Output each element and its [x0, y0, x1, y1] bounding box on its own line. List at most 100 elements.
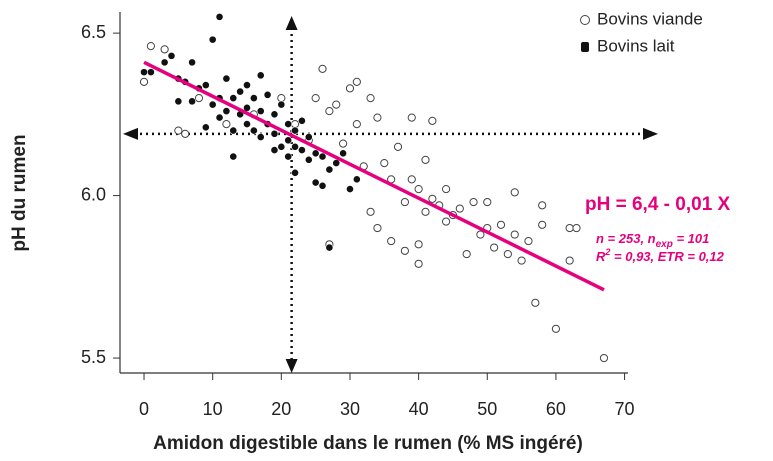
point — [366, 207, 375, 216]
point — [311, 149, 320, 158]
stats-text: = 101 — [673, 231, 710, 246]
point — [332, 159, 341, 167]
point — [160, 45, 169, 54]
point — [229, 152, 238, 161]
point — [325, 107, 334, 116]
point — [517, 256, 526, 265]
point — [270, 110, 279, 119]
point — [352, 175, 361, 184]
stats-text: R — [596, 249, 606, 264]
point — [551, 324, 561, 333]
point — [407, 113, 416, 122]
point — [215, 113, 224, 122]
point — [291, 142, 299, 151]
point — [249, 94, 258, 103]
point — [140, 68, 148, 77]
point — [352, 77, 361, 86]
x-tick-label: 70 — [615, 399, 635, 419]
stats-sup: 2 — [604, 247, 610, 257]
x-tick-label: 0 — [139, 399, 149, 419]
point — [496, 220, 506, 229]
point — [421, 207, 430, 216]
point — [284, 152, 293, 161]
point — [174, 97, 183, 106]
point — [256, 133, 265, 141]
legend-marker — [581, 42, 589, 52]
point — [490, 243, 499, 252]
point — [146, 42, 155, 51]
point — [339, 149, 348, 158]
point — [263, 90, 272, 99]
point — [428, 194, 437, 203]
point — [455, 204, 464, 213]
x-tick-label: 60 — [546, 399, 566, 419]
point — [229, 94, 238, 103]
point — [201, 81, 210, 90]
point — [414, 259, 423, 268]
point — [270, 129, 279, 138]
x-tick-label: 50 — [477, 399, 497, 419]
point — [339, 139, 348, 148]
fit-line — [143, 60, 605, 292]
point — [538, 201, 547, 210]
point — [441, 217, 451, 226]
point — [531, 298, 540, 307]
stats-text: = 0,93, ETR = 0,12 — [610, 249, 724, 264]
point — [298, 146, 306, 154]
x-axis-title: Amidon digestible dans le rumen (% MS in… — [153, 433, 583, 454]
point — [318, 181, 327, 190]
legend-label: Bovins viande — [597, 9, 703, 28]
point — [181, 129, 190, 138]
x-tick-label: 10 — [203, 399, 223, 419]
point — [290, 120, 300, 129]
equation: pH = 6,4 - 0,01 X — [585, 194, 731, 215]
arrowhead — [285, 16, 298, 30]
point — [318, 152, 327, 161]
point — [345, 84, 355, 93]
legend-label: Bovins lait — [597, 36, 675, 55]
point — [441, 184, 451, 194]
point — [222, 107, 231, 116]
stats-text: n = 253, n — [596, 231, 656, 246]
point — [188, 97, 196, 106]
point — [304, 155, 313, 164]
point — [236, 87, 245, 96]
point — [215, 12, 224, 21]
point — [483, 197, 492, 207]
point — [194, 94, 204, 103]
point — [146, 68, 155, 77]
point — [229, 126, 238, 135]
point — [188, 58, 196, 67]
y-tick-label: 6.5 — [81, 22, 106, 42]
point — [366, 94, 375, 103]
point — [256, 71, 265, 80]
stats-line: n = 253, nexp = 101 — [596, 231, 709, 249]
point — [476, 230, 485, 239]
point — [291, 168, 299, 177]
point — [510, 188, 519, 197]
point — [373, 113, 382, 122]
stats-sub: exp — [656, 239, 673, 250]
point — [503, 249, 512, 259]
point — [291, 126, 299, 135]
point — [222, 74, 231, 83]
y-tick-label: 6.0 — [81, 184, 106, 204]
x-tick-label: 40 — [409, 399, 429, 419]
arrowhead — [285, 359, 298, 373]
point — [277, 142, 286, 151]
point — [160, 58, 169, 67]
point — [565, 256, 574, 265]
point — [284, 120, 293, 129]
point — [256, 107, 265, 116]
point — [414, 240, 423, 249]
point — [249, 126, 258, 135]
stats-line: R2 = 0,93, ETR = 0,12 — [596, 247, 725, 264]
point — [277, 94, 286, 103]
point — [428, 116, 437, 125]
point — [325, 165, 334, 174]
point — [201, 123, 210, 132]
point — [208, 35, 217, 44]
point — [304, 133, 313, 141]
point — [277, 100, 286, 109]
